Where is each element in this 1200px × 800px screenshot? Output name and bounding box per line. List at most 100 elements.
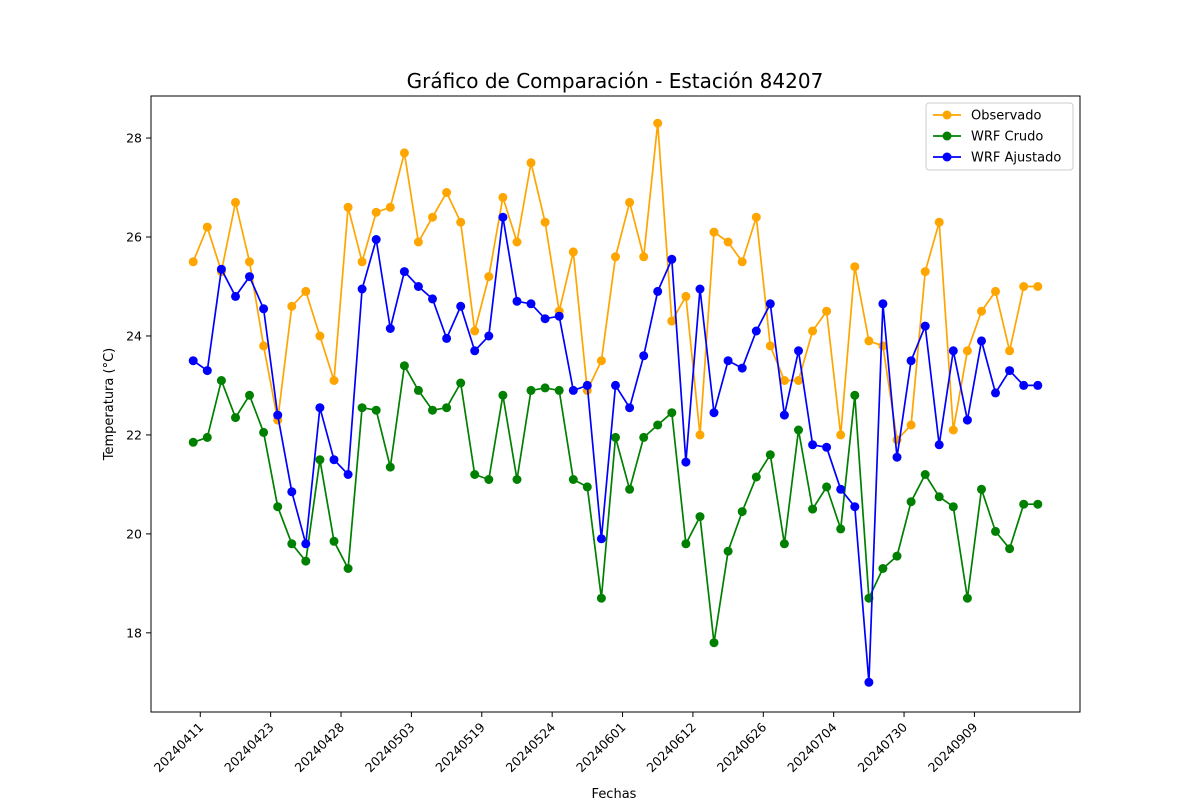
data-point-wrf-ajustado [977,336,986,346]
data-point-wrf-crudo [245,390,254,400]
data-point-observado [1033,282,1043,291]
data-point-wrf-crudo [484,475,494,484]
y-tick-label: 22 [126,427,142,442]
data-point-observado [765,341,775,351]
data-point-wrf-ajustado [413,282,423,291]
data-point-observado [948,425,958,435]
series-line-wrf-ajustado [192,216,1038,684]
data-point-wrf-crudo [751,472,761,482]
data-point-wrf-crudo [343,564,353,573]
data-point-observado [920,267,930,277]
data-point-observado [977,306,986,316]
data-point-wrf-crudo [794,425,803,435]
y-tick-label: 28 [126,131,142,146]
data-point-observado [611,252,620,262]
data-point-observado [329,376,339,385]
data-point-wrf-ajustado [1005,366,1015,376]
data-point-wrf-ajustado [456,301,466,311]
y-tick-label: 26 [126,230,142,245]
data-point-wrf-crudo [554,385,564,395]
x-tick-label: 20240601 [573,720,629,776]
data-point-wrf-crudo [1033,499,1043,509]
y-axis-label: Temperatura (°C) [102,348,117,461]
data-point-wrf-crudo [216,376,226,385]
data-point-wrf-ajustado [301,539,311,549]
data-point-wrf-crudo [681,539,691,549]
x-tick-label: 20240519 [432,719,488,775]
data-point-wrf-crudo [1005,544,1015,554]
data-point-wrf-ajustado [779,410,789,420]
data-point-wrf-ajustado [920,321,930,331]
data-point-observado [231,197,240,207]
data-point-wrf-ajustado [343,470,353,479]
data-point-observado [540,217,550,227]
data-point-observado [442,188,452,197]
data-point-wrf-ajustado [357,284,367,294]
data-point-wrf-ajustado [723,356,733,366]
data-point-wrf-ajustado [695,284,705,294]
data-point-observado [188,257,198,267]
data-point-wrf-crudo [498,390,508,400]
data-point-observado [653,118,663,128]
data-point-wrf-ajustado [653,286,663,296]
data-point-observado [822,306,832,316]
data-point-wrf-crudo [568,475,578,484]
data-point-wrf-ajustado [850,502,860,512]
y-axis: 18 20 22 24 26 28 [126,131,151,640]
data-point-wrf-crudo [512,475,522,484]
plot-area [150,95,1081,713]
data-point-observado [1019,282,1029,291]
data-point-wrf-ajustado [442,333,452,343]
data-point-wrf-ajustado [906,356,916,366]
data-point-wrf-crudo [231,413,240,423]
data-point-observado [794,376,803,385]
data-point-observado [512,237,522,247]
data-point-wrf-ajustado [245,272,254,282]
data-point-wrf-crudo [540,383,550,393]
data-point-observado [413,237,423,247]
data-point-wrf-ajustado [1033,380,1043,390]
data-point-wrf-ajustado [428,294,437,304]
data-point-wrf-crudo [625,484,635,494]
x-tick-label: 20240503 [362,720,418,776]
data-point-wrf-crudo [428,405,437,415]
legend-entry-observado: Observado [971,109,1042,124]
data-point-observado [667,316,677,326]
data-point-observado [287,301,297,311]
data-point-wrf-ajustado [385,324,395,333]
data-point-wrf-ajustado [751,326,761,336]
data-point-wrf-crudo [329,536,339,546]
data-point-wrf-crudo [413,385,423,395]
data-point-observado [484,272,494,282]
data-point-wrf-crudo [371,405,381,415]
data-point-wrf-crudo [273,502,283,512]
legend: Observado WRF Crudo WRF Ajustado [925,102,1074,171]
data-point-wrf-ajustado [625,403,635,413]
data-point-wrf-crudo [948,502,958,512]
data-point-observado [709,227,719,237]
data-point-wrf-crudo [906,497,916,507]
data-point-wrf-ajustado [596,534,606,544]
data-point-observado [625,197,635,207]
data-point-observado [1005,346,1015,356]
data-point-wrf-ajustado [371,235,381,244]
data-point-wrf-ajustado [273,410,283,420]
data-point-wrf-ajustado [329,455,339,465]
x-axis-label: Fechas [592,787,637,800]
data-point-wrf-ajustado [808,440,818,450]
data-point-wrf-crudo [737,507,747,517]
x-tick-label: 20240909 [925,719,981,775]
x-tick-label: 20240704 [784,719,840,775]
data-point-wrf-crudo [723,546,733,556]
x-tick-label: 20240423 [221,720,277,776]
data-point-observado [639,252,649,262]
data-point-observado [779,376,789,385]
data-point-wrf-crudo [779,539,789,549]
data-point-wrf-crudo [385,462,395,472]
legend-marker-wrf-ajustado [942,152,952,162]
data-point-wrf-crudo [357,403,367,413]
data-point-observado [315,331,325,341]
data-point-wrf-ajustado [512,296,522,306]
data-point-observado [202,222,212,232]
data-point-wrf-crudo [695,512,705,522]
